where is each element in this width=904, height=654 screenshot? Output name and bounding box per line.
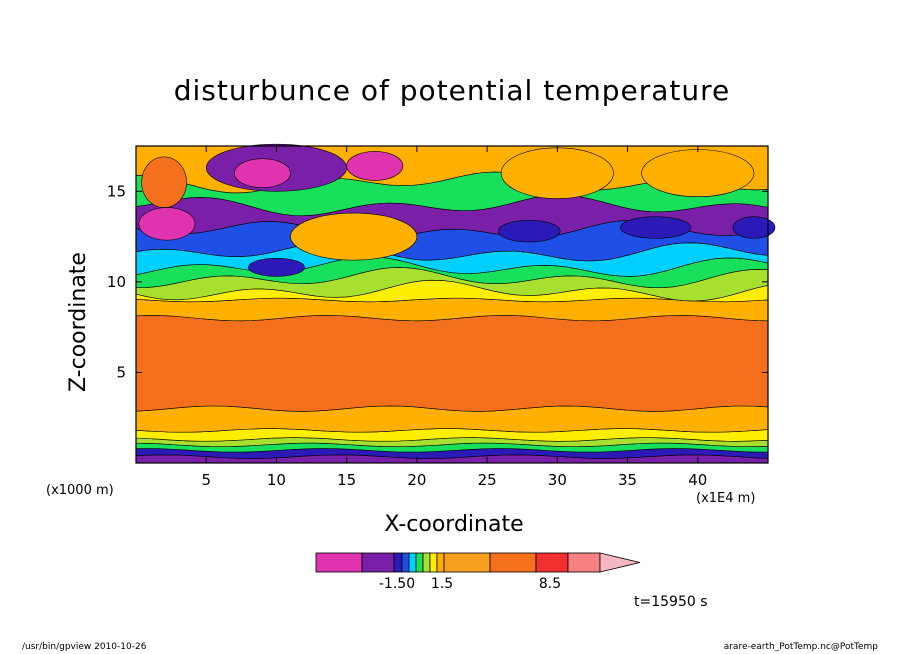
time-stamp: t=15950 s <box>634 594 708 610</box>
colorbar-segment <box>393 552 403 573</box>
contour-cell <box>732 216 776 239</box>
contour-cell <box>234 158 291 188</box>
colorbar-label: 8.5 <box>539 576 561 592</box>
plot-frame <box>135 145 769 464</box>
footer-source: arare-earth_PotTemp.nc@PotTemp <box>723 642 878 652</box>
colorbar-segment <box>436 552 445 573</box>
contour-cell <box>346 151 404 181</box>
contour-cell <box>138 207 196 241</box>
colorbar-segment <box>422 552 431 573</box>
colorbar-segment <box>315 552 363 573</box>
colorbar-segment <box>408 552 417 573</box>
colorbar-segment <box>401 552 410 573</box>
x-unit-label: (x1000 m) <box>46 483 114 498</box>
x-tick-label: 20 <box>407 471 426 489</box>
contour-band <box>135 315 769 412</box>
contour-cell <box>620 216 692 239</box>
colorbar-segment <box>489 552 537 573</box>
colorbar-arrow <box>599 552 641 573</box>
colorbar-label: 1.5 <box>431 576 453 592</box>
x-tick-label: 5 <box>201 471 211 489</box>
contour-cell <box>248 258 305 277</box>
colorbar-segment <box>429 552 438 573</box>
y-tick-label: 15 <box>107 182 126 200</box>
contour-cell <box>290 212 418 261</box>
colorbar-segment <box>361 552 395 573</box>
colorbar-segment <box>567 552 601 573</box>
x-tick-label: 40 <box>688 471 707 489</box>
colorbar-segment <box>535 552 569 573</box>
y-tick-label: 10 <box>107 273 126 291</box>
footer-command: /usr/bin/gpview 2010-10-26 <box>22 642 147 652</box>
y-unit-label: (x1E4 m) <box>696 491 756 506</box>
contour-cell <box>141 156 187 208</box>
chart-title: disturbunce of potential temperature <box>173 74 731 107</box>
x-tick-label: 35 <box>618 471 637 489</box>
colorbar-segment <box>415 552 424 573</box>
contour-cell <box>498 219 561 243</box>
x-tick-label: 15 <box>337 471 356 489</box>
colorbar-segment <box>443 552 491 573</box>
x-tick-label: 30 <box>548 471 567 489</box>
y-tick-label: 5 <box>116 363 126 381</box>
x-tick-label: 25 <box>478 471 497 489</box>
x-tick-label: 10 <box>267 471 286 489</box>
contour-cell <box>500 147 614 199</box>
colorbar-label: -1.50 <box>379 576 415 592</box>
x-axis-label: X-coordinate <box>384 512 524 537</box>
contour-cell <box>641 149 755 198</box>
